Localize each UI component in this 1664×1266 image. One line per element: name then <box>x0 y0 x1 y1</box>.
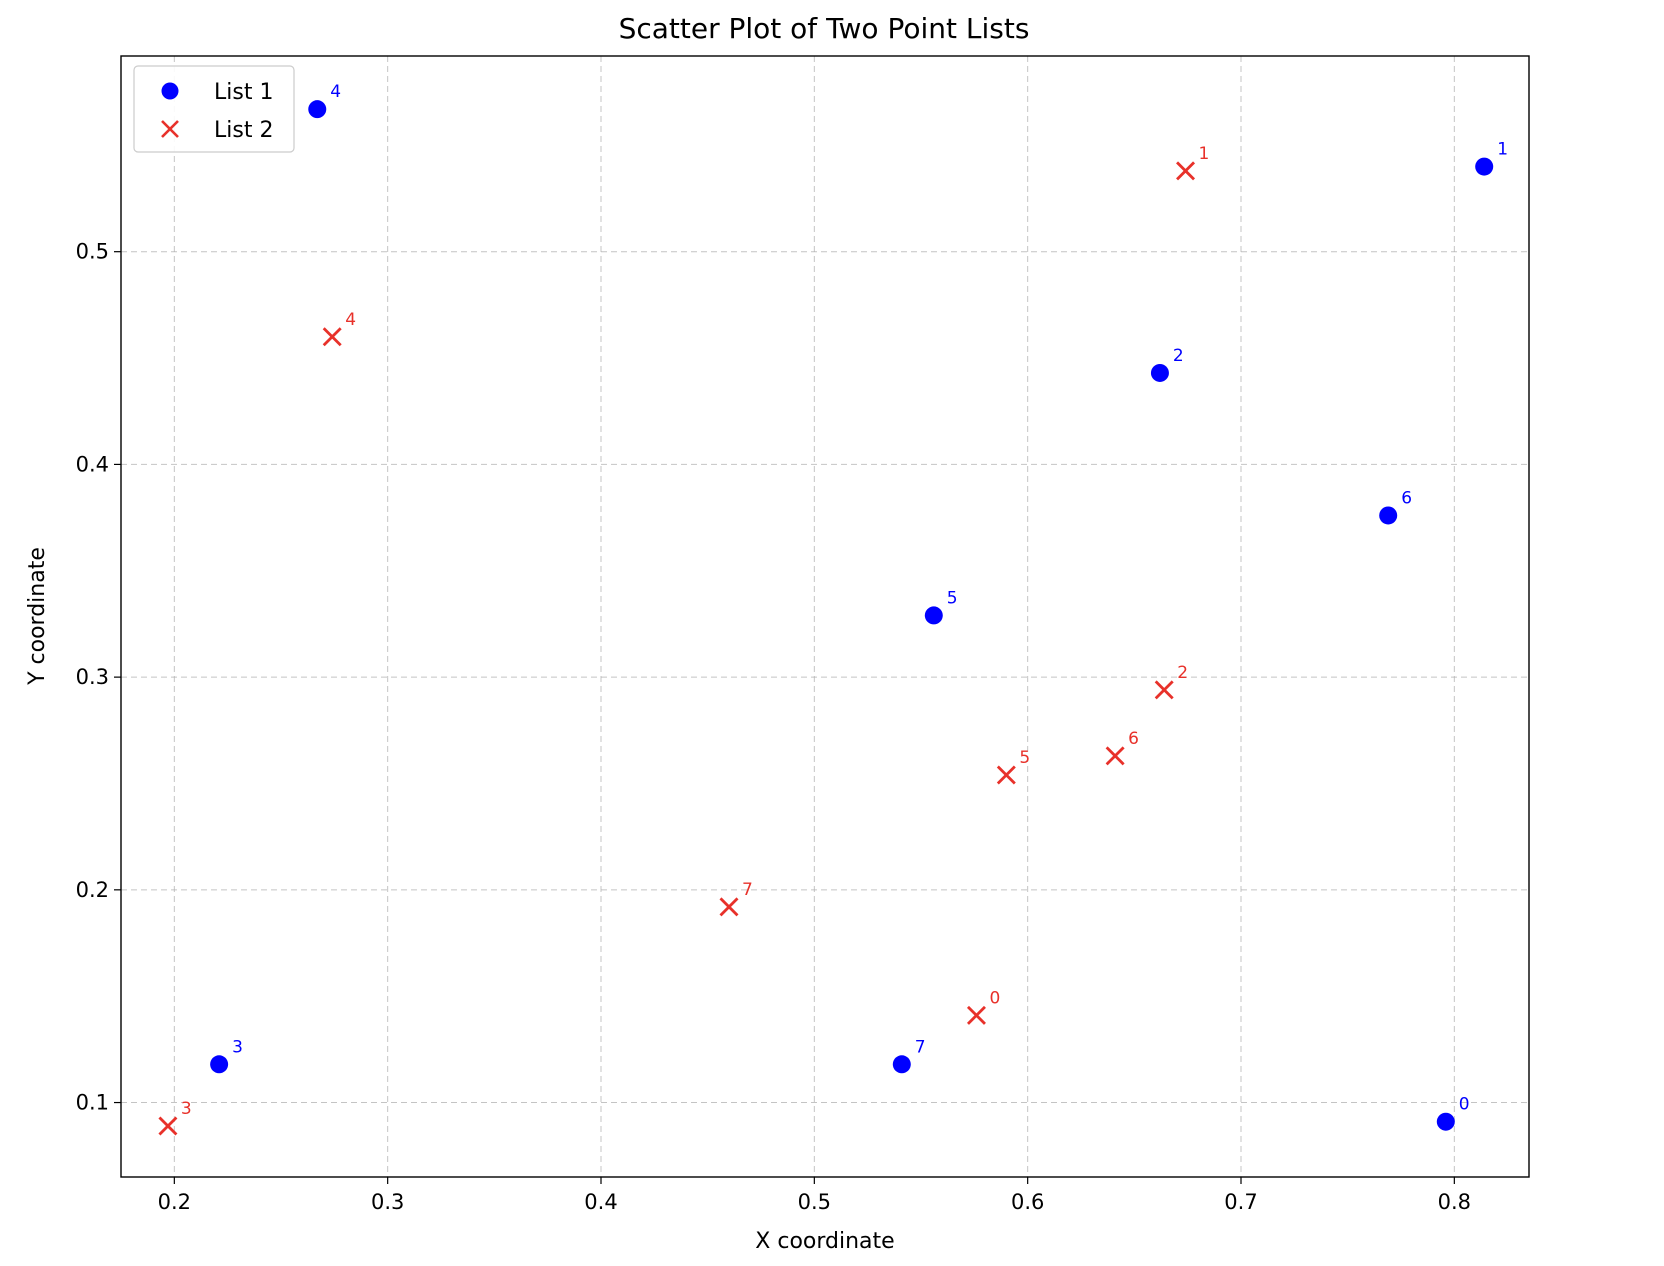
data-point-circle <box>1475 157 1494 176</box>
point-label: 0 <box>989 988 1000 1008</box>
x-tick-label: 0.7 <box>1224 1190 1257 1214</box>
series-1: 0 1 2 3 4 5 6 7 <box>210 82 1508 1131</box>
data-point-x <box>719 897 739 917</box>
legend-label-list-2: List 2 <box>214 118 273 143</box>
point-label: 0 <box>1459 1095 1470 1115</box>
data-point-circle <box>1150 363 1169 382</box>
point-label: 5 <box>1019 748 1030 768</box>
point-label: 6 <box>1128 729 1139 749</box>
legend-circle-marker <box>161 82 179 100</box>
x-tick-label: 0.5 <box>798 1190 831 1214</box>
y-axis-label: Y coordinate <box>25 547 50 686</box>
point-label: 3 <box>181 1099 192 1119</box>
point-label: 6 <box>1401 488 1412 508</box>
point-label: 1 <box>1199 144 1210 164</box>
plot-background <box>121 56 1529 1177</box>
axis-ticks: 0.2 0.3 0.4 0.5 0.6 0.7 0.8 0.1 0.2 0.3 0.4 0.5 <box>76 240 1471 1214</box>
point-label: 4 <box>345 310 356 330</box>
chart-title: Scatter Plot of Two Point Lists <box>619 12 1030 45</box>
data-point-x <box>996 765 1016 785</box>
data-point-circle <box>1436 1112 1455 1131</box>
data-point-circle <box>892 1055 911 1074</box>
point-label: 5 <box>947 588 958 608</box>
data-point-circle <box>210 1055 229 1074</box>
data-point-x <box>158 1116 178 1136</box>
point-label: 7 <box>915 1037 926 1057</box>
legend: List 1 List 2 <box>133 65 295 153</box>
data-point-x <box>1105 746 1125 766</box>
y-tick-label: 0.3 <box>76 665 109 689</box>
data-point-x <box>1154 680 1174 700</box>
data-point-x <box>1176 161 1196 181</box>
x-tick-label: 0.8 <box>1438 1190 1471 1214</box>
x-tick-label: 0.6 <box>1011 1190 1044 1214</box>
series-2: 0 1 2 3 4 5 6 7 <box>158 144 1210 1136</box>
point-label: 3 <box>232 1037 243 1057</box>
x-tick-label: 0.3 <box>371 1190 404 1214</box>
legend-x-marker <box>161 120 179 138</box>
x-tick-label: 0.2 <box>158 1190 191 1214</box>
point-label: 1 <box>1497 140 1508 160</box>
y-tick-label: 0.1 <box>76 1091 109 1115</box>
data-point-x <box>966 1005 986 1025</box>
point-label: 7 <box>742 880 753 900</box>
data-series: 0 1 2 3 4 5 6 7 0 1 2 3 4 5 6 7 <box>158 82 1508 1136</box>
y-tick-label: 0.2 <box>76 878 109 902</box>
point-label: 4 <box>330 82 341 102</box>
grid-lines <box>121 56 1529 1177</box>
data-point-circle <box>1379 506 1398 525</box>
data-point-x <box>322 327 342 347</box>
y-tick-label: 0.4 <box>76 452 109 476</box>
legend-label-list-1: List 1 <box>214 80 273 105</box>
x-tick-label: 0.4 <box>584 1190 617 1214</box>
y-tick-label: 0.5 <box>76 240 109 264</box>
plot-frame <box>120 55 1530 1178</box>
data-point-circle <box>308 100 327 119</box>
point-label: 2 <box>1177 663 1188 683</box>
x-axis-label: X coordinate <box>755 1229 894 1254</box>
point-label: 2 <box>1173 346 1184 366</box>
data-point-circle <box>924 606 943 625</box>
plot-area: 0.2 0.3 0.4 0.5 0.6 0.7 0.8 0.1 0.2 0.3 0.4 0.5 0 1 2… <box>76 55 1530 1214</box>
